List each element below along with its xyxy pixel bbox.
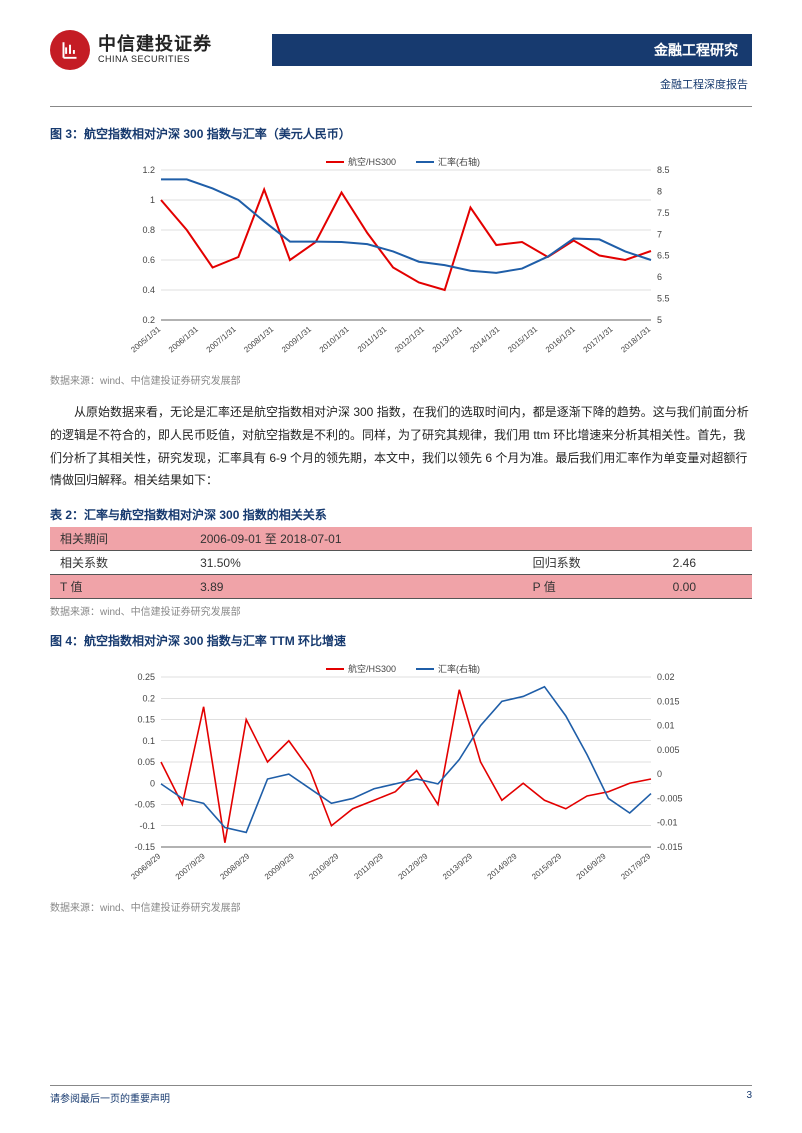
table-cell: 3.89 bbox=[190, 575, 523, 599]
svg-text:2017/1/31: 2017/1/31 bbox=[582, 324, 615, 354]
table-cell: T 值 bbox=[50, 575, 190, 599]
svg-text:-0.01: -0.01 bbox=[657, 818, 678, 828]
svg-text:0.15: 0.15 bbox=[137, 715, 155, 725]
table-cell: P 值 bbox=[523, 575, 663, 599]
fig3-chart: 0.2 0.4 0.6 0.8 1 1.2 5 5.5 6 6.5 7 7.5 8 8.5 2005/1/3… bbox=[50, 148, 752, 368]
table-cell: 相关期间 bbox=[50, 527, 190, 551]
table-cell: 0.00 bbox=[663, 575, 752, 599]
svg-text:2014/9/29: 2014/9/29 bbox=[486, 851, 519, 881]
header-divider bbox=[50, 106, 752, 107]
svg-text:2009/1/31: 2009/1/31 bbox=[280, 324, 313, 354]
svg-text:0.02: 0.02 bbox=[657, 672, 675, 682]
svg-text:2015/1/31: 2015/1/31 bbox=[506, 324, 539, 354]
svg-text:6.5: 6.5 bbox=[657, 251, 670, 261]
fig3-title: 图 3：航空指数相对沪深 300 指数与汇率（美元人民币） bbox=[50, 125, 752, 142]
svg-text:8: 8 bbox=[657, 186, 662, 196]
svg-text:0.6: 0.6 bbox=[142, 255, 155, 265]
page-footer: 请参阅最后一页的重要声明 3 bbox=[50, 1085, 752, 1105]
table-cell: 相关系数 bbox=[50, 551, 190, 575]
svg-text:2006/9/29: 2006/9/29 bbox=[129, 851, 162, 881]
logo-en: CHINA SECURITIES bbox=[98, 55, 212, 65]
svg-text:7: 7 bbox=[657, 229, 662, 239]
svg-text:6: 6 bbox=[657, 272, 662, 282]
svg-text:0.01: 0.01 bbox=[657, 721, 675, 731]
svg-text:2007/1/31: 2007/1/31 bbox=[205, 324, 238, 354]
table-cell: 31.50% bbox=[190, 551, 523, 575]
svg-text:2011/9/29: 2011/9/29 bbox=[352, 851, 385, 881]
header-subtitle: 金融工程深度报告 bbox=[50, 76, 752, 92]
svg-text:1.2: 1.2 bbox=[142, 165, 155, 175]
page-header: 中信建投证券 CHINA SECURITIES 金融工程研究 bbox=[50, 30, 752, 70]
svg-text:2016/1/31: 2016/1/31 bbox=[544, 324, 577, 354]
svg-text:0.4: 0.4 bbox=[142, 285, 155, 295]
logo: 中信建投证券 CHINA SECURITIES bbox=[50, 30, 212, 70]
svg-text:0.005: 0.005 bbox=[657, 745, 680, 755]
svg-text:汇率(右轴): 汇率(右轴) bbox=[438, 663, 480, 674]
svg-text:2015/9/29: 2015/9/29 bbox=[530, 851, 563, 881]
table2-source: 数据来源：wind、中信建投证券研究发展部 bbox=[50, 603, 752, 618]
svg-text:航空/HS300: 航空/HS300 bbox=[348, 156, 396, 167]
svg-text:2009/9/29: 2009/9/29 bbox=[263, 851, 296, 881]
svg-text:0: 0 bbox=[657, 769, 662, 779]
svg-text:0.2: 0.2 bbox=[142, 693, 155, 703]
svg-text:0.1: 0.1 bbox=[142, 736, 155, 746]
svg-text:2008/9/29: 2008/9/29 bbox=[218, 851, 251, 881]
table-cell: 2.46 bbox=[663, 551, 752, 575]
logo-cn: 中信建投证券 bbox=[98, 35, 212, 55]
table-cell bbox=[663, 527, 752, 551]
svg-text:-0.015: -0.015 bbox=[657, 842, 683, 852]
svg-text:0.8: 0.8 bbox=[142, 225, 155, 235]
svg-text:2010/9/29: 2010/9/29 bbox=[307, 851, 340, 881]
svg-text:0.015: 0.015 bbox=[657, 696, 680, 706]
svg-text:-0.1: -0.1 bbox=[139, 821, 155, 831]
svg-text:2006/1/31: 2006/1/31 bbox=[167, 324, 200, 354]
svg-text:0.05: 0.05 bbox=[137, 757, 155, 767]
svg-text:2017/9/29: 2017/9/29 bbox=[619, 851, 652, 881]
svg-text:7.5: 7.5 bbox=[657, 208, 670, 218]
fig4-source: 数据来源：wind、中信建投证券研究发展部 bbox=[50, 899, 752, 914]
body-paragraph: 从原始数据来看，无论是汇率还是航空指数相对沪深 300 指数，在我们的选取时间内… bbox=[50, 401, 752, 492]
svg-text:2016/9/29: 2016/9/29 bbox=[575, 851, 608, 881]
svg-text:0: 0 bbox=[150, 778, 155, 788]
fig4-chart: -0.15 -0.1 -0.05 0 0.05 0.1 0.15 0.2 0.25 -0.015 -… bbox=[50, 655, 752, 895]
svg-text:5.5: 5.5 bbox=[657, 294, 670, 304]
table-cell bbox=[523, 527, 663, 551]
svg-text:2014/1/31: 2014/1/31 bbox=[468, 324, 501, 354]
fig4-title: 图 4：航空指数相对沪深 300 指数与汇率 TTM 环比增速 bbox=[50, 632, 752, 649]
svg-text:0.25: 0.25 bbox=[137, 672, 155, 682]
svg-text:-0.005: -0.005 bbox=[657, 794, 683, 804]
svg-text:2010/1/31: 2010/1/31 bbox=[318, 324, 351, 354]
svg-text:2011/1/31: 2011/1/31 bbox=[356, 324, 389, 354]
footer-note: 请参阅最后一页的重要声明 bbox=[50, 1090, 170, 1105]
svg-text:2013/1/31: 2013/1/31 bbox=[431, 324, 464, 354]
fig3-source: 数据来源：wind、中信建投证券研究发展部 bbox=[50, 372, 752, 387]
svg-text:5: 5 bbox=[657, 315, 662, 325]
svg-text:2012/9/29: 2012/9/29 bbox=[397, 851, 430, 881]
svg-text:航空/HS300: 航空/HS300 bbox=[348, 663, 396, 674]
svg-text:2008/1/31: 2008/1/31 bbox=[242, 324, 275, 354]
table2-title: 表 2：汇率与航空指数相对沪深 300 指数的相关关系 bbox=[50, 506, 752, 523]
svg-text:8.5: 8.5 bbox=[657, 165, 670, 175]
page-number: 3 bbox=[746, 1090, 752, 1105]
svg-text:2005/1/31: 2005/1/31 bbox=[129, 324, 162, 354]
svg-text:-0.05: -0.05 bbox=[134, 800, 155, 810]
svg-text:汇率(右轴): 汇率(右轴) bbox=[438, 156, 480, 167]
svg-text:2012/1/31: 2012/1/31 bbox=[393, 324, 426, 354]
table2: 相关期间2006-09-01 至 2018-07-01相关系数31.50%回归系… bbox=[50, 527, 752, 599]
svg-text:0.2: 0.2 bbox=[142, 315, 155, 325]
svg-text:1: 1 bbox=[150, 195, 155, 205]
svg-text:2007/9/29: 2007/9/29 bbox=[174, 851, 207, 881]
header-title: 金融工程研究 bbox=[272, 34, 752, 66]
logo-icon bbox=[50, 30, 90, 70]
svg-text:2018/1/31: 2018/1/31 bbox=[619, 324, 652, 354]
table-cell: 回归系数 bbox=[523, 551, 663, 575]
table-cell: 2006-09-01 至 2018-07-01 bbox=[190, 527, 523, 551]
svg-text:2013/9/29: 2013/9/29 bbox=[441, 851, 474, 881]
svg-text:-0.15: -0.15 bbox=[134, 842, 155, 852]
